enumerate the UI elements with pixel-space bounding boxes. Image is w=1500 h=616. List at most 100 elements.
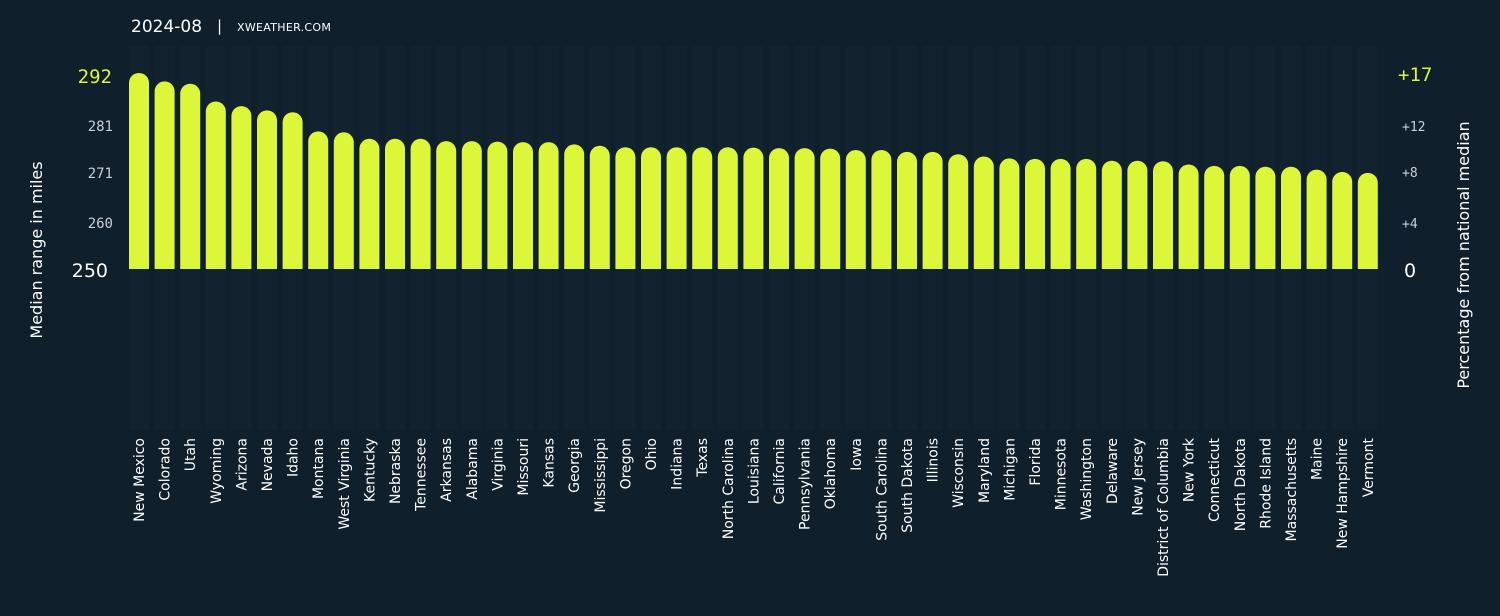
bar[interactable] [692, 147, 713, 269]
bar[interactable] [205, 101, 226, 269]
category-label: California [772, 438, 788, 504]
bar[interactable] [308, 131, 329, 269]
category-label: Rhode Island [1258, 438, 1274, 529]
category-label: Wisconsin [951, 438, 967, 508]
bar[interactable] [154, 81, 175, 270]
y2-axis-ticks: +17 +12 +8 +4 0 [1398, 64, 1432, 282]
bar[interactable] [897, 151, 917, 269]
bar[interactable] [333, 132, 354, 269]
source-site: XWEATHER.COM [237, 21, 331, 34]
y-tick-label: 250 [72, 260, 108, 282]
y2-tick-label: +12 [1402, 120, 1425, 135]
category-label: District of Columbia [1156, 438, 1172, 577]
y-tick-label: 281 [88, 119, 113, 135]
category-label: Alabama [465, 438, 481, 500]
bar[interactable] [487, 141, 508, 269]
header-separator: | [217, 17, 222, 35]
bar[interactable] [436, 141, 457, 269]
category-label: Louisiana [746, 438, 762, 504]
category-label: Washington [1079, 438, 1095, 520]
category-label: Kentucky [362, 438, 378, 502]
category-label: Missouri [516, 438, 532, 496]
bar[interactable] [999, 158, 1020, 269]
bar[interactable] [794, 148, 815, 269]
bar[interactable] [948, 154, 969, 269]
category-label: Vermont [1361, 437, 1377, 497]
category-label: Massachusetts [1284, 438, 1300, 541]
y-tick-label: 292 [78, 66, 112, 88]
category-label: West Virginia [337, 438, 353, 530]
bar[interactable] [1127, 160, 1148, 269]
y-tick-label: 271 [88, 166, 113, 182]
category-label: Virginia [490, 438, 506, 491]
bar[interactable] [743, 147, 764, 269]
bar[interactable] [1025, 158, 1045, 269]
category-label: Florida [1028, 438, 1044, 486]
bar[interactable] [513, 142, 533, 269]
bar[interactable] [1076, 158, 1097, 269]
bar[interactable] [282, 112, 303, 269]
bar[interactable] [641, 147, 661, 269]
category-label: Michigan [1002, 438, 1018, 501]
y2-tick-label: +8 [1402, 166, 1418, 181]
category-label: Texas [695, 438, 711, 478]
bar[interactable] [1306, 169, 1327, 269]
bar[interactable] [359, 138, 380, 269]
category-label: New Jersey [1130, 438, 1146, 516]
bar[interactable] [1204, 165, 1225, 269]
category-label: Minnesota [1054, 438, 1070, 510]
category-label: Montana [311, 438, 327, 499]
y-tick-label: 260 [88, 216, 113, 232]
bar[interactable] [538, 142, 559, 269]
bar[interactable] [820, 148, 841, 269]
bar[interactable] [871, 150, 892, 269]
category-label: New Hampshire [1335, 438, 1351, 549]
category-label: Illinois [926, 438, 942, 482]
bar[interactable] [1101, 160, 1122, 269]
bar[interactable] [564, 144, 585, 269]
y2-tick-label: +4 [1402, 217, 1418, 232]
category-label: South Dakota [900, 438, 916, 533]
y-axis-ticks: 292 281 271 260 250 [72, 66, 113, 282]
bar[interactable] [589, 145, 610, 269]
bars [129, 73, 1378, 270]
bar[interactable] [180, 83, 201, 269]
category-label: Iowa [849, 438, 865, 471]
category-label: Tennessee [414, 438, 430, 512]
bar[interactable] [385, 138, 405, 269]
bar[interactable] [1255, 166, 1276, 269]
bar[interactable] [1153, 161, 1173, 269]
bar[interactable] [1178, 164, 1199, 269]
bar[interactable] [615, 147, 636, 269]
bar[interactable] [922, 151, 943, 269]
bar[interactable] [769, 148, 789, 269]
category-label: Nebraska [388, 438, 404, 504]
category-label: Pennsylvania [798, 438, 814, 530]
bar[interactable] [666, 147, 687, 269]
category-label: Mississippi [593, 438, 609, 513]
category-label: Ohio [644, 438, 660, 470]
bar[interactable] [845, 150, 866, 269]
bar[interactable] [461, 141, 482, 269]
bar[interactable] [1357, 172, 1378, 269]
bar[interactable] [1050, 158, 1071, 269]
bar[interactable] [1332, 171, 1353, 269]
bar[interactable] [1281, 166, 1301, 269]
category-label: Delaware [1105, 438, 1121, 504]
bar[interactable] [410, 138, 431, 269]
category-label: Arkansas [439, 438, 455, 502]
category-label: Connecticut [1207, 437, 1223, 521]
header: 2024-08 | XWEATHER.COM [131, 17, 331, 37]
bar[interactable] [129, 73, 149, 269]
bar[interactable] [717, 147, 738, 269]
bar[interactable] [231, 106, 252, 270]
y-axis-title: Median range in miles [27, 161, 46, 338]
bar[interactable] [973, 156, 994, 269]
bar[interactable] [257, 110, 277, 269]
category-label: Nevada [260, 438, 276, 491]
category-label: Colorado [158, 438, 174, 501]
category-label: New York [1182, 437, 1198, 502]
category-label: South Carolina [874, 438, 890, 541]
bar[interactable] [1229, 165, 1250, 269]
